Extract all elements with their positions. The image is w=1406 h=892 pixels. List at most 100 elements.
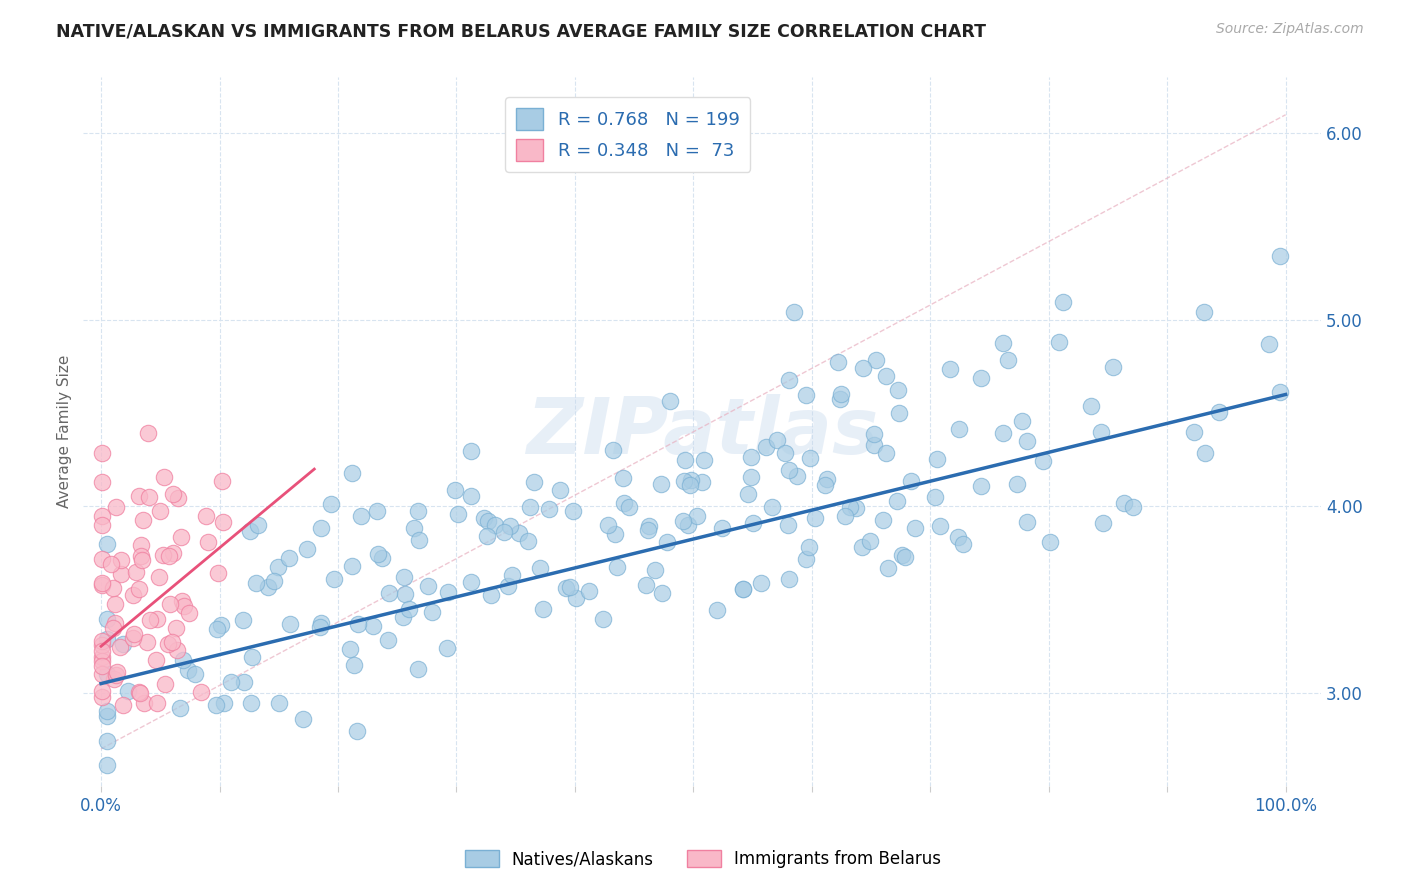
Legend: R = 0.768   N = 199, R = 0.348   N =  73: R = 0.768 N = 199, R = 0.348 N = 73 [505, 97, 751, 172]
Point [204, 698, 226, 713]
Point [104, 500, 127, 515]
Point [592, 612, 614, 626]
Point [1092, 516, 1115, 530]
Point [731, 582, 754, 597]
Point [170, 531, 193, 545]
Point [256, 580, 278, 594]
Point [269, 696, 291, 710]
Point [339, 641, 361, 656]
Point [519, 500, 541, 515]
Point [96, 734, 118, 748]
Point [830, 386, 852, 401]
Point [104, 668, 127, 682]
Point [1257, 336, 1279, 351]
Point [91, 654, 114, 668]
Point [778, 373, 800, 387]
Point [851, 541, 873, 555]
Point [479, 588, 502, 602]
Text: ZIPatlas: ZIPatlas [526, 393, 879, 470]
Point [309, 520, 332, 534]
Point [1268, 249, 1291, 263]
Point [366, 504, 388, 518]
Point [132, 696, 155, 710]
Point [1182, 425, 1205, 439]
Point [679, 478, 702, 492]
Point [558, 580, 581, 594]
Point [132, 513, 155, 527]
Point [773, 446, 796, 460]
Point [91, 644, 114, 658]
Point [644, 563, 666, 577]
Point [1102, 359, 1125, 374]
Y-axis label: Average Family Size: Average Family Size [58, 355, 72, 508]
Point [737, 487, 759, 501]
Point [340, 558, 363, 573]
Point [96, 704, 118, 718]
Point [672, 474, 695, 488]
Point [110, 640, 132, 654]
Point [537, 501, 560, 516]
Point [139, 613, 162, 627]
Point [1090, 425, 1112, 439]
Point [475, 529, 498, 543]
Point [555, 581, 578, 595]
Point [872, 513, 894, 527]
Point [394, 570, 416, 584]
Point [815, 472, 838, 486]
Point [970, 479, 993, 493]
Point [408, 533, 430, 548]
Point [96, 810, 118, 824]
Point [91, 633, 114, 648]
Point [779, 463, 801, 477]
Point [146, 612, 169, 626]
Point [128, 685, 150, 699]
Point [636, 578, 658, 592]
Point [105, 665, 128, 680]
Point [548, 483, 571, 497]
Point [865, 353, 887, 368]
Point [924, 490, 946, 504]
Point [692, 475, 714, 489]
Point [190, 685, 212, 699]
Point [1268, 384, 1291, 399]
Point [91, 446, 114, 460]
Point [891, 549, 914, 563]
Point [952, 537, 974, 551]
Point [814, 477, 837, 491]
Point [361, 619, 384, 633]
Point [1194, 445, 1216, 459]
Point [239, 524, 262, 538]
Point [484, 518, 506, 533]
Point [91, 575, 114, 590]
Point [398, 601, 420, 615]
Point [278, 616, 301, 631]
Point [416, 579, 439, 593]
Point [160, 635, 183, 649]
Point [323, 572, 346, 586]
Point [148, 570, 170, 584]
Point [402, 521, 425, 535]
Point [420, 605, 443, 619]
Point [91, 690, 114, 704]
Point [875, 445, 897, 459]
Point [946, 530, 969, 544]
Point [797, 540, 820, 554]
Point [125, 566, 148, 580]
Point [91, 518, 114, 533]
Point [863, 427, 886, 442]
Text: Source: ZipAtlas.com: Source: ZipAtlas.com [1216, 22, 1364, 37]
Point [991, 335, 1014, 350]
Point [149, 504, 172, 518]
Point [162, 487, 184, 501]
Point [172, 653, 194, 667]
Point [232, 613, 254, 627]
Point [970, 371, 993, 385]
Point [742, 516, 765, 530]
Point [96, 666, 118, 681]
Point [598, 518, 620, 533]
Point [117, 684, 139, 698]
Point [939, 362, 962, 376]
Point [803, 511, 825, 525]
Point [531, 602, 554, 616]
Point [658, 394, 681, 409]
